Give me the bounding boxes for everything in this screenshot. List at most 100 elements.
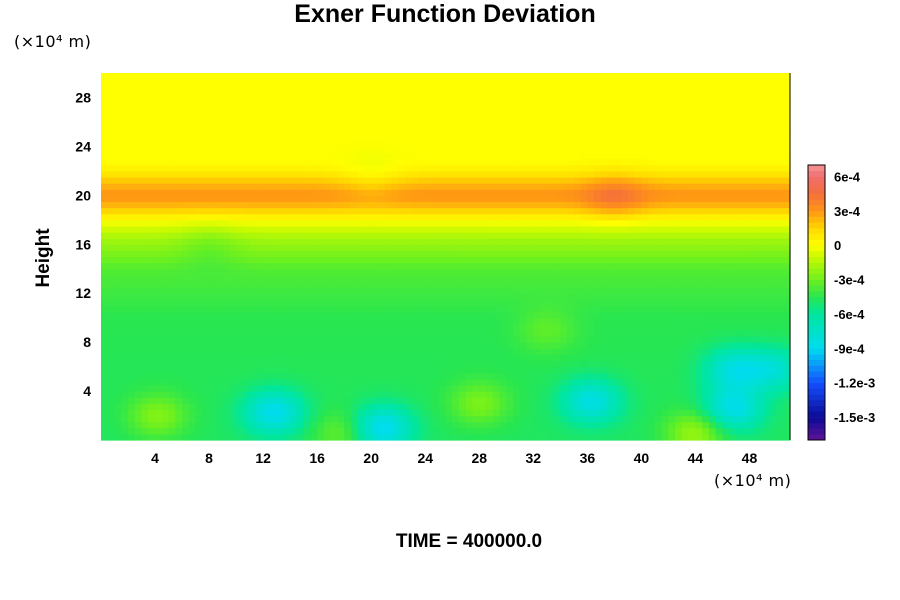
heatmap-cell <box>296 244 305 251</box>
heatmap-cell <box>168 366 176 374</box>
heatmap-cell <box>229 91 237 99</box>
heatmap-cell <box>607 183 615 190</box>
heatmap-cell <box>445 268 453 276</box>
heatmap-cell <box>350 433 359 441</box>
heatmap-cell <box>533 158 541 166</box>
heatmap-cell <box>249 329 257 337</box>
heatmap-cell <box>323 274 332 282</box>
heatmap-cell <box>506 409 514 417</box>
heatmap-cell <box>486 403 494 411</box>
heatmap-cell <box>215 427 224 435</box>
heatmap-cell <box>101 134 109 141</box>
heatmap-cell <box>614 348 622 355</box>
heatmap-cell <box>411 164 420 172</box>
heatmap-cell <box>607 97 615 105</box>
heatmap-cell <box>486 323 494 331</box>
heatmap-cell <box>141 195 149 203</box>
heatmap-cell <box>404 115 413 123</box>
heatmap-cell <box>357 207 366 215</box>
heatmap-cell <box>425 391 433 398</box>
heatmap-cell <box>323 311 332 319</box>
heatmap-cell <box>648 311 656 319</box>
heatmap-cell <box>182 323 190 331</box>
heatmap-cell <box>229 134 237 141</box>
heatmap-cell <box>249 287 257 294</box>
heatmap-cell <box>182 213 190 221</box>
heatmap-cell <box>479 311 487 319</box>
heatmap-cell <box>296 109 305 117</box>
heatmap-cell <box>384 121 393 129</box>
heatmap-cell <box>101 225 109 233</box>
heatmap-cell <box>377 115 386 123</box>
heatmap-cell <box>573 299 582 307</box>
heatmap-cell <box>438 152 447 160</box>
heatmap-cell <box>107 354 116 362</box>
heatmap-cell <box>411 299 420 307</box>
heatmap-cell <box>337 354 345 362</box>
heatmap-cell <box>290 421 298 429</box>
heatmap-cell <box>161 384 170 392</box>
heatmap-cell <box>587 134 595 141</box>
heatmap-cell <box>121 152 129 160</box>
heatmap-cell <box>350 176 359 184</box>
heatmap-cell <box>452 433 460 441</box>
heatmap-cell <box>269 195 278 203</box>
heatmap-cell <box>411 391 420 398</box>
heatmap-cell <box>188 372 197 380</box>
heatmap-cell <box>256 189 264 196</box>
heatmap-cell <box>641 317 649 325</box>
heatmap-cell <box>101 348 109 355</box>
heatmap-cell <box>384 384 393 392</box>
heatmap-cell <box>357 311 366 319</box>
heatmap-cell <box>202 299 210 307</box>
heatmap-cell <box>580 103 588 111</box>
heatmap-cell <box>161 189 170 196</box>
heatmap-cell <box>141 421 149 429</box>
heatmap-cell <box>107 79 116 86</box>
heatmap-cell <box>431 348 440 355</box>
heatmap-cell <box>540 189 548 196</box>
heatmap-cell <box>209 244 217 251</box>
heatmap-cell <box>384 225 393 233</box>
heatmap-cell <box>654 348 663 355</box>
heatmap-cell <box>519 323 528 331</box>
heatmap-cell <box>418 262 426 270</box>
heatmap-cell <box>195 238 203 245</box>
heatmap-cell <box>134 97 143 105</box>
heatmap-cell <box>391 336 399 343</box>
heatmap-cell <box>357 85 366 92</box>
heatmap-cell <box>438 140 447 147</box>
heatmap-cell <box>283 201 291 209</box>
heatmap-cell <box>459 134 467 141</box>
heatmap-cell <box>614 158 622 166</box>
heatmap-cell <box>607 323 615 331</box>
heatmap-cell <box>546 311 555 319</box>
heatmap-cell <box>648 262 656 270</box>
heatmap-cell <box>323 73 332 80</box>
heatmap-cell <box>594 152 602 160</box>
heatmap-cell <box>621 299 629 307</box>
heatmap-cell <box>215 299 224 307</box>
heatmap-cell <box>330 244 339 251</box>
heatmap-cell <box>634 274 642 282</box>
heatmap-cell <box>296 433 305 441</box>
heatmap-cell <box>209 176 217 184</box>
heatmap-cell <box>519 250 528 258</box>
heatmap-cell <box>175 268 183 276</box>
heatmap-cell <box>634 403 642 411</box>
heatmap-cell <box>256 305 264 313</box>
heatmap-cell <box>445 293 453 300</box>
heatmap-cell <box>330 293 339 300</box>
heatmap-cell <box>350 158 359 166</box>
heatmap-cell <box>317 183 325 190</box>
heatmap-cell <box>303 103 311 111</box>
heatmap-cell <box>107 433 116 441</box>
heatmap-cell <box>438 128 447 135</box>
heatmap-cell <box>371 232 379 239</box>
heatmap-cell <box>317 274 325 282</box>
heatmap-cell <box>391 195 399 203</box>
heatmap-cell <box>249 311 257 319</box>
heatmap-cell <box>404 73 413 80</box>
heatmap-cell <box>269 232 278 239</box>
heatmap-cell <box>296 403 305 411</box>
